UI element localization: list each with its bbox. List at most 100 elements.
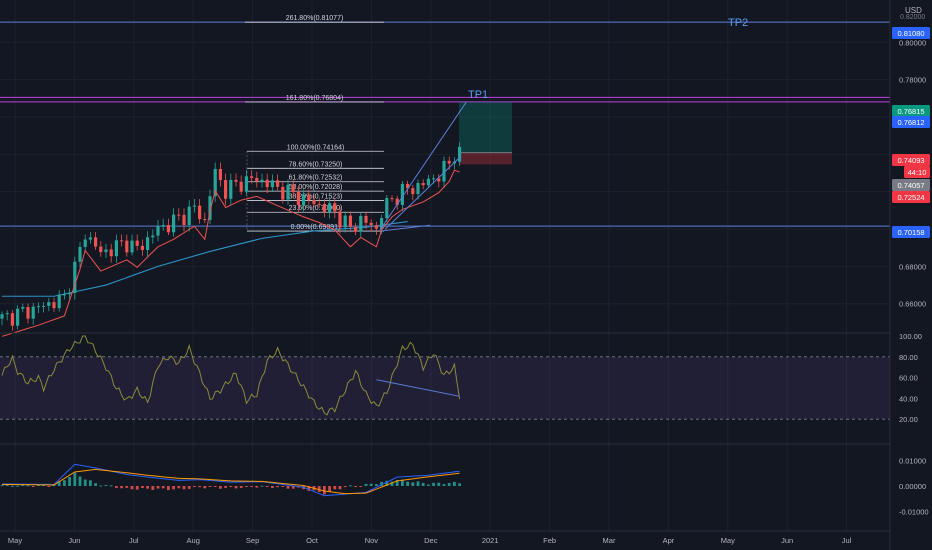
macd-histogram-bar xyxy=(193,486,196,487)
currency-label: USD xyxy=(905,6,922,15)
candle-up xyxy=(5,313,9,315)
candle-up xyxy=(416,182,420,195)
channel-base-line[interactable] xyxy=(384,156,461,230)
candle-down xyxy=(26,307,30,319)
candle-up xyxy=(114,240,118,257)
macd-histogram-bar xyxy=(432,482,435,486)
candle-down xyxy=(291,184,295,193)
time-axis[interactable]: May Jun Jul Aug Sep Oct Nov Dec 2021 Feb Mar Apr May… xyxy=(8,536,852,545)
candle-down xyxy=(109,249,113,257)
countdown-tag: 44:10 xyxy=(908,168,927,177)
candle-down xyxy=(421,182,425,186)
profit-zone[interactable] xyxy=(459,101,512,153)
candle-down xyxy=(374,225,378,229)
macd-histogram-bar xyxy=(156,486,160,489)
macd-histogram-bar xyxy=(47,486,51,487)
fib-level-label: 38.20%(0.71523) xyxy=(289,194,343,201)
stop-loss-tag: 0.72524 xyxy=(897,193,924,202)
loss-zone[interactable] xyxy=(459,152,512,165)
support-tag: 0.70158 xyxy=(897,228,924,237)
macd-histogram-bar xyxy=(115,486,118,488)
candle-up xyxy=(270,180,274,188)
macd-tick-label: 0.00000 xyxy=(899,482,926,491)
macd-histogram-bar xyxy=(245,486,248,487)
candle-up xyxy=(432,178,436,180)
price-tick-label: 0.68000 xyxy=(899,262,926,271)
macd-histogram-bar xyxy=(213,486,217,488)
bid-price-tag-background xyxy=(892,179,930,191)
candle-down xyxy=(94,237,98,247)
candle-up xyxy=(104,249,108,253)
candle-down xyxy=(125,240,129,253)
candle-down xyxy=(218,168,222,181)
time-axis-label: Feb xyxy=(543,536,556,545)
tp1-label[interactable]: TP1 xyxy=(468,89,488,101)
macd-histogram-bar xyxy=(349,485,352,487)
candle-down xyxy=(395,198,399,205)
macd-histogram-bar xyxy=(89,480,92,486)
macd-histogram-bar xyxy=(161,486,165,489)
channel-upper-line[interactable] xyxy=(379,102,467,231)
long-position-tool[interactable] xyxy=(459,101,512,165)
fib-level-label: 261.80%(0.81077) xyxy=(286,15,344,22)
macd-tick-label: -0.01000 xyxy=(899,508,929,517)
candle-down xyxy=(406,183,410,189)
candle-up xyxy=(73,261,77,293)
time-axis-label: Nov xyxy=(365,536,379,545)
macd-histogram-bar xyxy=(281,486,285,487)
candle-up xyxy=(31,306,35,319)
candle-down xyxy=(307,194,311,201)
macd-tick-label: 0.01000 xyxy=(899,457,926,466)
trend-channel[interactable] xyxy=(379,102,467,232)
candle-up xyxy=(172,214,176,233)
candle-up xyxy=(88,237,92,240)
macd-histogram-bar xyxy=(458,483,461,486)
candle-up xyxy=(343,215,347,228)
candle-down xyxy=(317,203,321,205)
last-price-tag-background xyxy=(892,154,930,166)
macd-histogram-bar xyxy=(380,481,383,486)
macd-histogram-bar xyxy=(239,486,243,489)
macd-histogram-bar xyxy=(0,485,4,487)
candle-down xyxy=(437,178,441,182)
candle-up xyxy=(47,302,51,306)
macd-histogram-bar xyxy=(401,479,404,486)
macd-histogram-bar xyxy=(307,486,311,491)
candle-up xyxy=(229,179,233,199)
price-candles xyxy=(0,142,462,337)
time-axis-label: Jun xyxy=(68,536,80,545)
price-tags: 0.81080 0.76815 0.76812 0.74093 44:10 0.74057… xyxy=(892,27,930,238)
horizontal-lines[interactable] xyxy=(0,21,890,227)
rsi-divergence-line[interactable] xyxy=(376,379,460,397)
candle-up xyxy=(400,183,404,205)
fibonacci-retracement[interactable]: 261.80%(0.81077) 161.80%(0.76804) 100.00%(… xyxy=(245,15,384,232)
macd-histogram-bar xyxy=(141,486,144,488)
macd-histogram-bar xyxy=(219,486,222,489)
time-axis-label: Jul xyxy=(842,536,852,545)
support-tag-background xyxy=(892,226,930,238)
candle-down xyxy=(182,214,186,225)
macd-histogram-bar xyxy=(364,483,368,486)
price-scale[interactable] xyxy=(890,0,932,550)
macd-histogram-bar xyxy=(78,476,82,486)
channel-lower-line[interactable] xyxy=(381,224,431,232)
candle-down xyxy=(99,246,103,253)
grid xyxy=(0,0,890,531)
candle-down xyxy=(250,176,254,178)
tp2-label[interactable]: TP2 xyxy=(728,17,748,29)
time-axis-label: May xyxy=(8,536,22,545)
macd-histogram-bar xyxy=(427,484,430,486)
candle-up xyxy=(208,196,212,220)
macd-histogram-bar xyxy=(265,486,269,487)
candle-up xyxy=(151,235,155,238)
price-tick-label: 0.66000 xyxy=(899,300,926,309)
macd-histogram-bar xyxy=(151,486,155,490)
macd-histogram-bar xyxy=(135,486,139,490)
macd-histogram-bar xyxy=(406,481,409,486)
candle-up xyxy=(78,246,82,262)
price-tick-label: 0.80000 xyxy=(899,38,926,47)
macd-histogram-bar xyxy=(120,486,123,489)
moving-average xyxy=(2,221,408,297)
